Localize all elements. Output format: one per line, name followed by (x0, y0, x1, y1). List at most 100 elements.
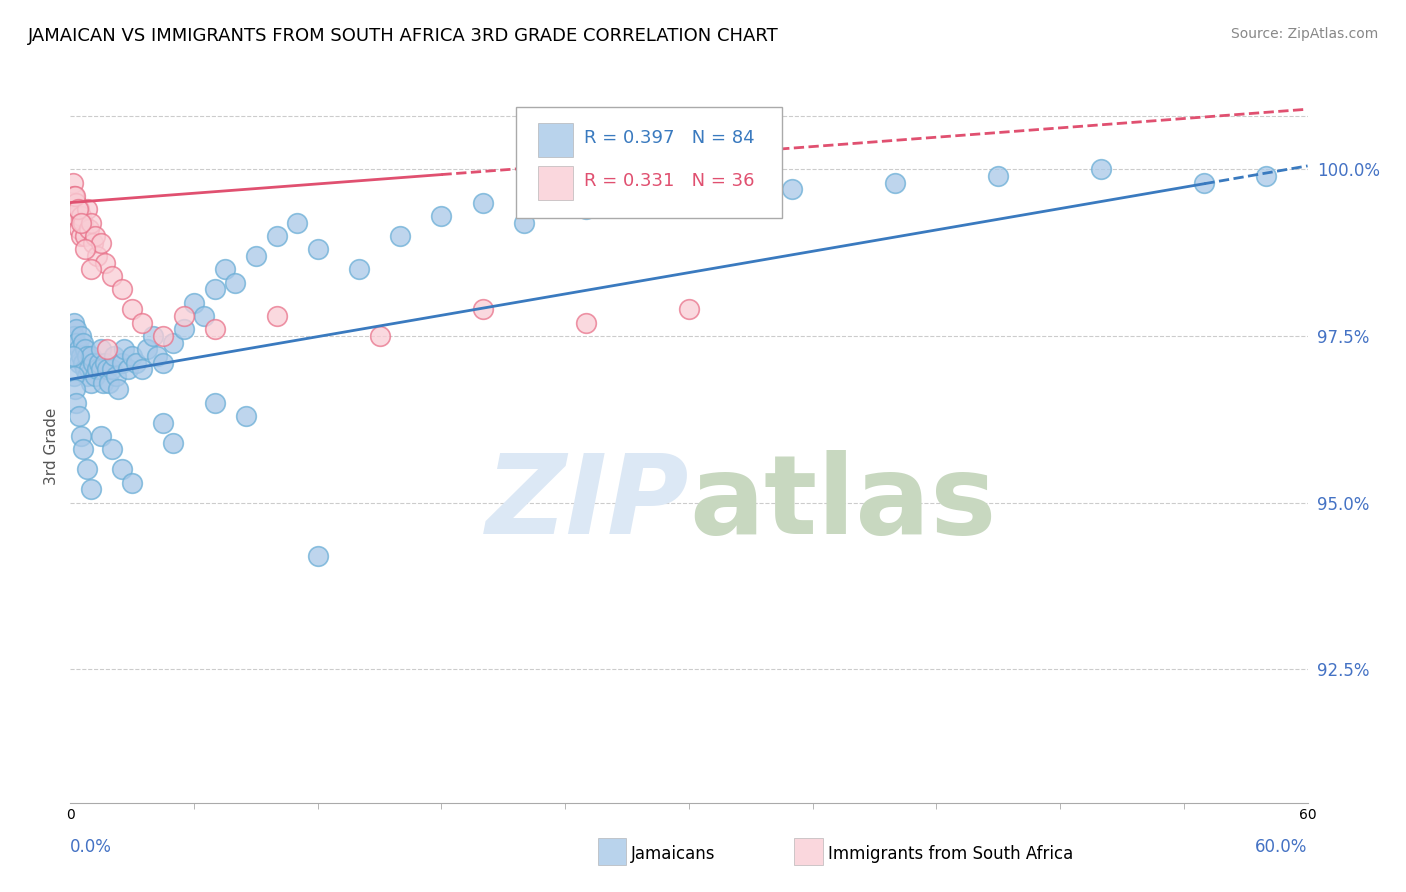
Point (121, 349, 143, 363)
Point (214, 262, 236, 277)
Point (100, 268, 122, 283)
Point (69, 329, 91, 343)
Point (80, 483, 103, 497)
Point (73, 343, 96, 357)
Text: R = 0.397   N = 84: R = 0.397 N = 84 (583, 129, 755, 147)
Point (162, 435, 184, 450)
Point (76, 349, 98, 363)
Point (90, 343, 112, 357)
Point (80, 216, 103, 230)
Point (131, 362, 153, 376)
Point (142, 329, 165, 343)
Point (389, 228, 412, 243)
Point (266, 309, 288, 323)
Point (111, 356, 134, 370)
Point (987, 169, 1010, 183)
Point (193, 309, 215, 323)
Point (135, 343, 157, 357)
Point (100, 442, 122, 457)
Point (80, 262, 103, 277)
Point (73, 228, 96, 243)
Point (84, 368, 107, 383)
Text: Immigrants from South Africa: Immigrants from South Africa (828, 845, 1073, 863)
Text: R = 0.331   N = 36: R = 0.331 N = 36 (583, 172, 754, 190)
Point (82, 235, 104, 250)
Point (121, 475, 143, 490)
Point (91, 376, 114, 390)
Point (1194, 176, 1216, 190)
Point (780, 182, 803, 196)
Point (84, 228, 107, 243)
Point (65, 382, 87, 396)
Point (86, 362, 108, 376)
Point (62, 176, 84, 190)
Point (152, 416, 174, 430)
Point (471, 302, 494, 317)
Point (347, 262, 370, 277)
Text: 60.0%: 60.0% (1256, 838, 1308, 856)
Point (72, 335, 94, 350)
Point (103, 349, 125, 363)
Point (96, 343, 118, 357)
Point (100, 362, 122, 376)
Point (884, 176, 907, 190)
FancyBboxPatch shape (516, 107, 782, 218)
FancyBboxPatch shape (538, 166, 572, 200)
Point (245, 249, 267, 263)
Point (98, 376, 121, 390)
Point (69, 209, 91, 223)
Point (65, 322, 87, 336)
Text: Source: ZipAtlas.com: Source: ZipAtlas.com (1230, 27, 1378, 41)
Point (69, 349, 91, 363)
Point (307, 549, 329, 563)
Point (152, 356, 174, 370)
Point (678, 195, 700, 210)
Point (69, 216, 91, 230)
Point (73, 362, 96, 376)
Point (513, 216, 536, 230)
Point (94, 356, 117, 370)
Point (76, 202, 98, 217)
Point (285, 216, 308, 230)
Point (73, 242, 96, 256)
Text: ZIP: ZIP (485, 450, 689, 557)
Point (89, 356, 111, 370)
Text: atlas: atlas (689, 450, 997, 557)
Point (77, 222, 100, 236)
Point (616, 189, 638, 203)
Point (575, 316, 598, 330)
Point (80, 376, 103, 390)
Point (65, 209, 87, 223)
Point (63, 329, 86, 343)
Point (65, 335, 87, 350)
Point (183, 295, 205, 310)
Point (82, 356, 104, 370)
Point (107, 382, 129, 396)
Point (69, 429, 91, 443)
Point (368, 329, 391, 343)
Point (307, 242, 329, 256)
Point (62, 349, 84, 363)
Point (67, 343, 90, 357)
Point (1090, 162, 1112, 177)
Point (63, 189, 86, 203)
Point (266, 228, 288, 243)
Point (72, 442, 94, 457)
Point (65, 189, 87, 203)
Point (90, 362, 112, 376)
Point (104, 368, 127, 383)
Point (65, 395, 87, 409)
Text: 0.0%: 0.0% (70, 838, 112, 856)
Point (204, 395, 226, 409)
FancyBboxPatch shape (538, 123, 572, 157)
Point (117, 362, 139, 376)
Point (80, 349, 103, 363)
Point (152, 329, 174, 343)
Point (63, 368, 86, 383)
Point (63, 316, 86, 330)
Point (76, 368, 98, 383)
Point (76, 462, 98, 476)
Point (72, 216, 94, 230)
Point (111, 282, 134, 296)
Point (146, 349, 169, 363)
